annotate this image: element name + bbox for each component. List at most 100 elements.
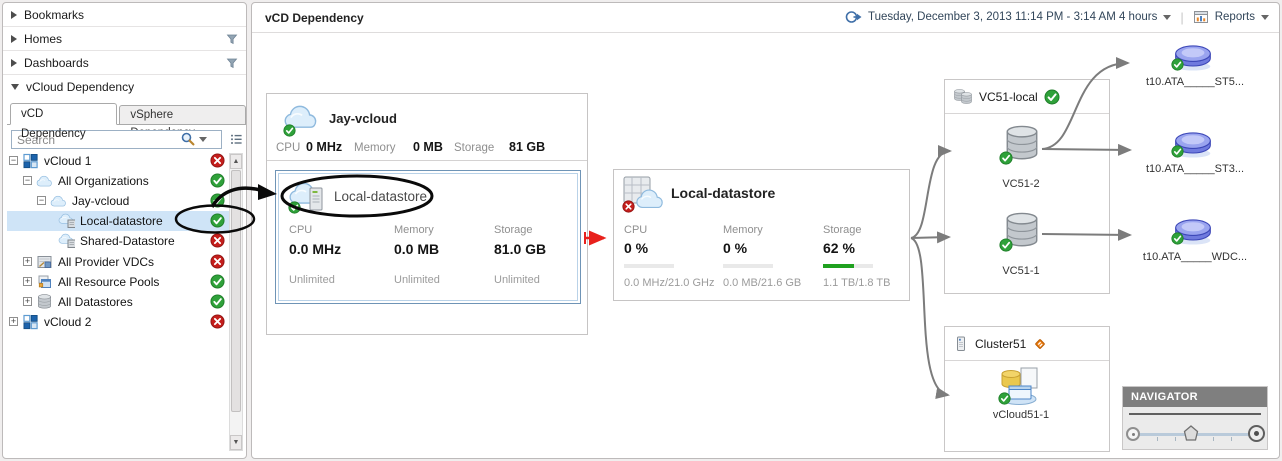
slider-tick [1231, 437, 1232, 441]
metric-usage: 0.0 MB/21.6 GB [723, 277, 802, 289]
scroll-down-button[interactable]: ▼ [230, 435, 242, 450]
filter-icon[interactable] [226, 57, 238, 69]
group-title: VC51-local [979, 89, 1038, 104]
tree-item-label: All Provider VDCs [58, 255, 155, 269]
expand-icon[interactable]: + [23, 296, 32, 306]
tree-item-jay-vcloud[interactable]: − Jay-vcloud [7, 191, 233, 211]
status-ok-icon [210, 274, 225, 289]
metric-limit: Unlimited [394, 274, 440, 286]
sidebar-section-homes[interactable]: Homes [3, 27, 246, 51]
tab-vcd-dependency[interactable]: vCD Dependency [10, 103, 118, 140]
vcloud-grid-icon [22, 153, 39, 169]
collapsed-arrow-icon [11, 34, 17, 43]
tree-item-label: Local-datastore [80, 214, 163, 228]
scroll-thumb[interactable] [231, 170, 241, 412]
tree-item-all-datastores[interactable]: + All Datastores [7, 292, 233, 312]
metric-percent: 62 % [823, 240, 855, 256]
time-range-text[interactable]: Tuesday, December 3, 2013 11:14 PM - 3:1… [867, 11, 1158, 23]
navigator-title: NAVIGATOR [1123, 387, 1267, 407]
section-label: vCloud Dependency [26, 80, 135, 94]
zoom-out-button[interactable] [1126, 427, 1140, 441]
tree-item-vcloud-2[interactable]: + vCloud 2 [7, 312, 233, 332]
provider-vdc-icon [36, 254, 53, 270]
physical-disk-icon[interactable] [1171, 214, 1215, 246]
tree-item-all-resource-pools[interactable]: + All Resource Pools [7, 272, 233, 292]
scroll-up-button[interactable]: ▲ [230, 154, 242, 169]
search-dropdown-icon[interactable] [199, 136, 207, 142]
cpu-usage-bar [624, 264, 674, 268]
tree-item-label: All Organizations [58, 174, 149, 188]
header-divider: | [1180, 9, 1184, 25]
collapse-icon[interactable]: − [23, 175, 32, 185]
sidebar-section-dashboards[interactable]: Dashboards [3, 51, 246, 75]
section-label: Dashboards [24, 55, 89, 70]
section-label: Homes [24, 31, 63, 46]
expanded-arrow-icon [11, 84, 19, 90]
slider-tick [1157, 437, 1158, 441]
list-options-icon[interactable] [230, 133, 243, 146]
time-range-dropdown-icon[interactable] [1163, 14, 1172, 20]
status-ok-icon [1044, 89, 1060, 105]
metric-label: Memory [394, 224, 434, 236]
metric-limit: Unlimited [289, 274, 335, 286]
reports-dropdown-icon[interactable] [1261, 14, 1269, 20]
local-datastore-detail-card[interactable]: Local-datastore CPU 0 % 0.0 MHz/21.0 GHz… [613, 169, 910, 301]
reports-button[interactable]: Reports [1214, 11, 1255, 23]
section-label: Bookmarks [24, 7, 85, 22]
datastore-node-icon[interactable] [999, 212, 1043, 254]
search-input[interactable] [11, 130, 222, 149]
metric-limit: Unlimited [494, 274, 540, 286]
stat-value: 0 MHz [306, 140, 343, 154]
card-title: Local-datastore [334, 189, 428, 204]
tree-item-vcloud-1[interactable]: − vCloud 1 [7, 151, 233, 171]
zoom-slider-handle[interactable] [1183, 425, 1199, 441]
local-datastore-selected-card[interactable]: Local-datastore CPU 0.0 MHz Unlimited Me… [275, 170, 581, 304]
resource-pool-icon [36, 274, 53, 290]
status-warning-icon [1032, 336, 1048, 352]
slider-tick [1213, 437, 1214, 441]
metric-value: 0.0 MHz [289, 241, 342, 257]
stat-label: Memory [354, 142, 396, 154]
card-title: Local-datastore [671, 185, 776, 201]
cloud-datastore-icon [58, 233, 75, 248]
datastore-stack-icon [954, 89, 972, 104]
status-error-icon [210, 314, 225, 329]
navigator-panel: NAVIGATOR [1122, 386, 1268, 450]
jay-vcloud-card[interactable]: Jay-vcloud CPU 0 MHz Memory 0 MB Storage… [266, 93, 588, 335]
metric-value: 81.0 GB [494, 241, 547, 257]
vcloud-cell-icon[interactable] [996, 367, 1042, 407]
cloud-datastore-icon [58, 213, 75, 228]
metric-label: Storage [494, 224, 533, 236]
storage-usage-bar-fill [823, 264, 854, 268]
zoom-in-button[interactable] [1248, 425, 1265, 442]
sidebar-section-bookmarks[interactable]: Bookmarks [3, 3, 246, 27]
physical-disk-icon[interactable] [1171, 40, 1215, 72]
tree-scrollbar[interactable]: ▲ ▼ [229, 153, 243, 451]
cluster51-header: Cluster51 [945, 327, 1109, 361]
tree-item-all-organizations[interactable]: − All Organizations [7, 171, 233, 191]
physical-disk-icon[interactable] [1171, 127, 1215, 159]
stat-value: 81 GB [509, 140, 546, 154]
sidebar-section-vcloud-dependency[interactable]: vCloud Dependency [3, 75, 246, 99]
tree-item-shared-datastore[interactable]: Shared-Datastore [7, 231, 233, 251]
metric-label: Storage [823, 224, 862, 236]
datastore-cloud-icon [622, 176, 663, 213]
vc51-local-group[interactable]: VC51-local VC51-2 VC51-1 [944, 79, 1110, 294]
expand-icon[interactable]: + [23, 276, 32, 286]
tree-item-local-datastore-selected[interactable]: Local-datastore [7, 211, 233, 231]
datastore-node-icon[interactable] [999, 125, 1043, 167]
cluster51-group[interactable]: Cluster51 vCloud51-1 [944, 326, 1110, 452]
stat-label: Storage [454, 142, 495, 154]
expand-icon[interactable]: + [23, 256, 32, 266]
expand-icon[interactable]: + [9, 316, 18, 326]
search-icon[interactable] [181, 132, 195, 146]
datastore-icon [36, 294, 53, 310]
cloud-icon [50, 193, 67, 209]
collapse-icon[interactable]: − [9, 155, 18, 165]
collapse-icon[interactable]: − [37, 195, 46, 205]
navigator-overview-line [1129, 413, 1261, 415]
tab-vsphere-dependency[interactable]: vSphere Dependency [119, 105, 246, 139]
filter-icon[interactable] [226, 33, 238, 45]
tree-item-all-provider-vdcs[interactable]: + All Provider VDCs [7, 252, 233, 272]
